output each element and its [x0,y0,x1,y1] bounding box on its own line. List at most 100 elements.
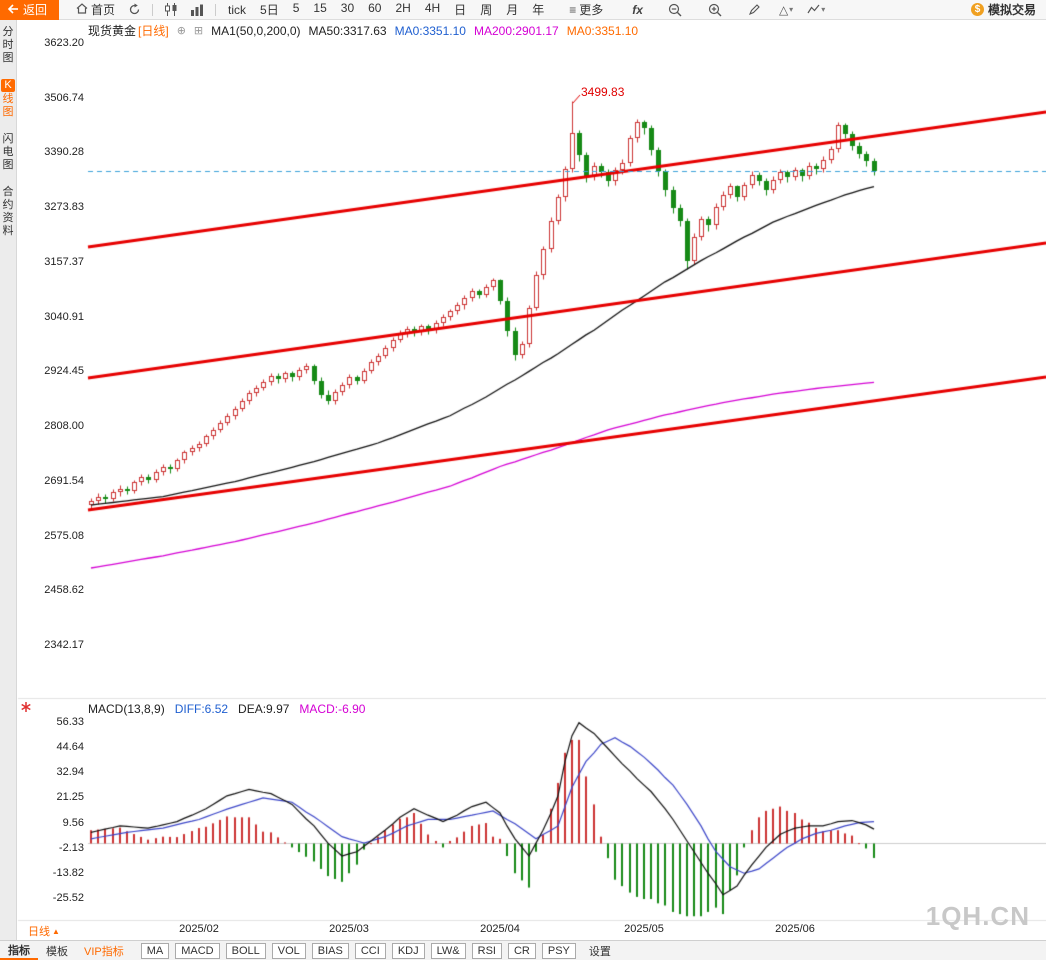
legend-value: MACD:-6.90 [299,702,366,716]
sidebar-item-lightning-chart[interactable]: 闪电图 [0,133,16,172]
price-legend: 现货黄金 [日线] ⊕ ⊞ MA1(50,0,200,0) MA50:3317.… [88,22,638,39]
macd-values: MACD(13,8,9) DIFF:6.52 DEA:9.97 MACD:-6.90 [88,702,365,716]
more-button[interactable]: ≡ 更多 [569,1,603,18]
toolbar-separator [152,3,154,16]
settings-button[interactable]: 设置 [588,945,611,958]
more-label: 更多 [579,3,604,17]
indicator-button-rsi[interactable]: RSI [471,942,502,959]
price-axis-label: 2691.54 [44,474,84,487]
sim-trade-label: 模拟交易 [987,3,1036,17]
indicator-button-lw&[interactable]: LW& [430,942,466,959]
indicator-button-kdj[interactable]: KDJ [391,942,425,959]
indicator-settings-icon[interactable] [20,700,32,718]
price-axis-label: 3273.83 [44,201,84,214]
macd-axis-label: -25.52 [52,892,84,904]
zoom-in-icon[interactable] [708,3,722,17]
period-selector[interactable]: 日线 ▲ [28,923,60,939]
legend-value: MA0:3351.10 [566,23,639,38]
ma-settings-icon[interactable]: ⊞ [193,25,204,37]
indicator-button-macd[interactable]: MACD [175,942,220,959]
sidebar-item-char: K [1,79,15,92]
sim-trade-button[interactable]: $ 模拟交易 [970,1,1036,18]
macd-axis-label: 56.33 [56,716,84,728]
indicator-button-cr[interactable]: CR [507,942,536,959]
sidebar-item-contract-info[interactable]: 合约资料 [0,186,16,238]
fx-button[interactable]: fx [632,2,643,17]
price-axis-label: 2575.08 [44,529,84,542]
tab-templates[interactable]: 模板 [46,945,68,958]
interval-button-30[interactable]: 30 [340,1,355,15]
price-axis-label: 3157.37 [44,255,84,268]
date-label: 2025/06 [775,923,815,935]
indicator-button-boll[interactable]: BOLL [225,942,266,959]
indicator-toolbar: 指标 模板 VIP指标 MA MACD BOLL VOL BIAS CCI KDJ LW& RS… [0,940,1046,960]
five-day-button[interactable]: 5日 [260,3,279,17]
macd-axis-label: 21.25 [56,791,84,804]
trendline-tool-icon[interactable]: ▾ [807,4,825,15]
draw-pencil-icon[interactable] [748,3,761,16]
tab-indicators[interactable]: 指标 [0,941,38,960]
sidebar-item-char: 合 [2,186,14,198]
interval-button-月[interactable]: 月 [506,3,519,17]
price-axis-label: 3390.28 [44,146,84,159]
sidebar-item-time-chart[interactable]: 分时图 [0,26,16,65]
date-label: 2025/02 [179,923,219,935]
symbol-name: 现货黄金 [88,24,137,38]
macd-axis-label: 44.64 [56,741,84,754]
sidebar-item-char: 线 [2,93,14,105]
sidebar-item-char: 料 [2,225,14,237]
macd-axis-label: -2.13 [58,841,84,854]
price-axis-label: 3506.74 [44,91,84,104]
back-button[interactable]: 返回 [0,0,60,20]
interval-button-5[interactable]: 5 [292,1,300,15]
interval-button-4H[interactable]: 4H [424,1,441,15]
indicator-button-ma[interactable]: MA [140,942,170,959]
sidebar-item-char: 电 [2,146,14,158]
bar-chart-icon[interactable] [190,4,204,16]
home-button[interactable]: 首页 [76,1,115,18]
sidebar-item-char: 约 [2,199,14,211]
legend-value: MA200:2901.17 [473,23,559,38]
indicator-button-cci[interactable]: CCI [354,942,386,959]
top-toolbar: 返回 首页 tick 5日 5 15 30 60 2H 4H 日周月年 ≡ 更多 fx [0,0,1046,20]
tab-vip-indicators[interactable]: VIP指标 [84,945,124,958]
sidebar-item-char: 分 [2,26,14,38]
watermark: 1QH.CN [925,901,1030,931]
indicator-buttons: MA MACD BOLL VOL BIAS CCI KDJ LW& RSI CR PSY [138,942,579,959]
back-arrow-icon [7,3,19,17]
date-label: 2025/05 [624,923,664,935]
menu-icon: ≡ [569,2,577,17]
price-axis-label: 3623.20 [44,37,84,49]
shape-triangle-icon[interactable]: △ ▾ [778,2,794,17]
zoom-out-icon[interactable] [668,3,682,17]
macd-axis-label: 9.56 [62,816,84,829]
tick-button[interactable]: tick [228,2,247,17]
indicator-button-psy[interactable]: PSY [541,942,576,959]
period-badge: [日线] [138,24,169,38]
interval-button-日[interactable]: 日 [454,3,467,17]
indicator-config-icon[interactable]: ⊕ [176,25,186,37]
legend-value: MACD(13,8,9) [88,702,165,716]
home-icon [76,2,88,17]
interval-button-周[interactable]: 周 [480,3,493,17]
interval-button-60[interactable]: 60 [368,1,382,15]
sidebar-item-char: 时 [2,39,14,51]
toolbar-separator [215,3,217,16]
indicator-button-bias[interactable]: BIAS [311,942,349,959]
price-axis-label: 2808.00 [44,420,84,433]
interval-button-15[interactable]: 15 [313,1,327,15]
price-axis-label: 2458.62 [44,584,84,597]
period-selector-label: 日线 [28,926,50,938]
interval-button-年[interactable]: 年 [532,3,545,17]
ma-group-label: MA1(50,0,200,0) [211,23,301,38]
date-label: 2025/03 [329,923,369,935]
interval-buttons: 5 15 30 60 2H 4H 日周月年 [286,1,552,18]
dollar-coin-icon: $ [970,3,984,16]
interval-button-2H[interactable]: 2H [395,1,411,15]
candlestick-chart-icon[interactable] [164,3,178,16]
refresh-icon[interactable] [128,3,141,16]
indicator-button-vol[interactable]: VOL [271,942,306,959]
